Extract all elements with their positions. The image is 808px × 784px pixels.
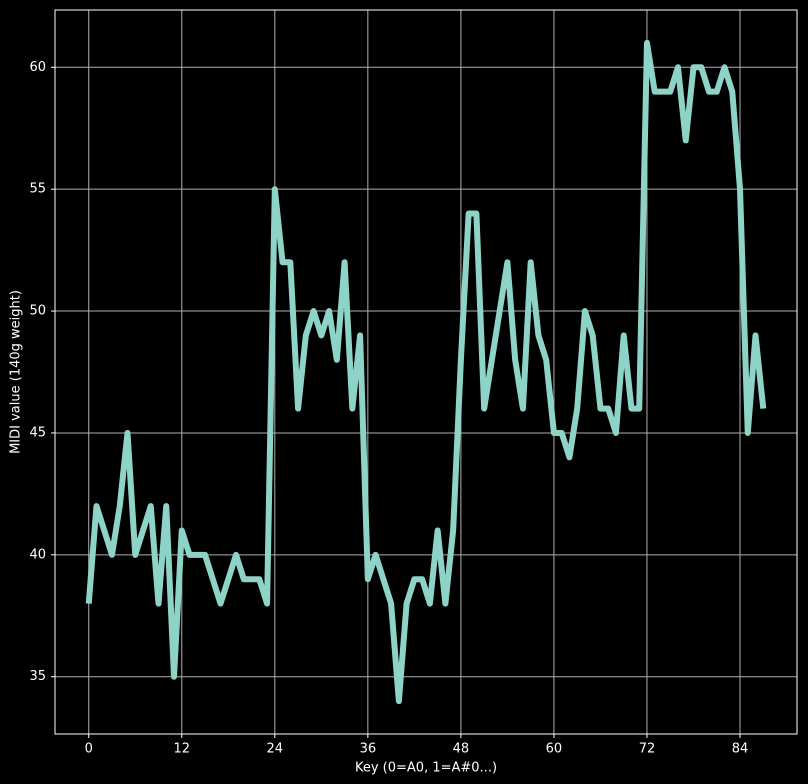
x-tick-label: 0 [85,742,93,757]
x-tick-label: 60 [546,742,563,757]
y-tick-label: 55 [29,182,46,197]
y-tick-label: 40 [29,547,46,562]
x-tick-label: 48 [453,742,470,757]
y-tick-label: 50 [29,304,46,319]
data-line [85,39,767,705]
plot-frame [54,9,798,735]
x-axis-label: Key (0=A0, 1=A#0...) [355,761,497,776]
x-tick-label: 36 [360,742,377,757]
x-tick-label: 12 [173,742,190,757]
y-axis-label: MIDI value (140g weight) [9,290,24,454]
y-tick-label: 45 [29,425,46,440]
x-tick-label: 72 [639,742,656,757]
y-tick-label: 35 [29,669,46,684]
y-tick-label: 60 [29,60,46,75]
x-tick-label: 84 [732,742,749,757]
x-tick-label: 24 [267,742,284,757]
